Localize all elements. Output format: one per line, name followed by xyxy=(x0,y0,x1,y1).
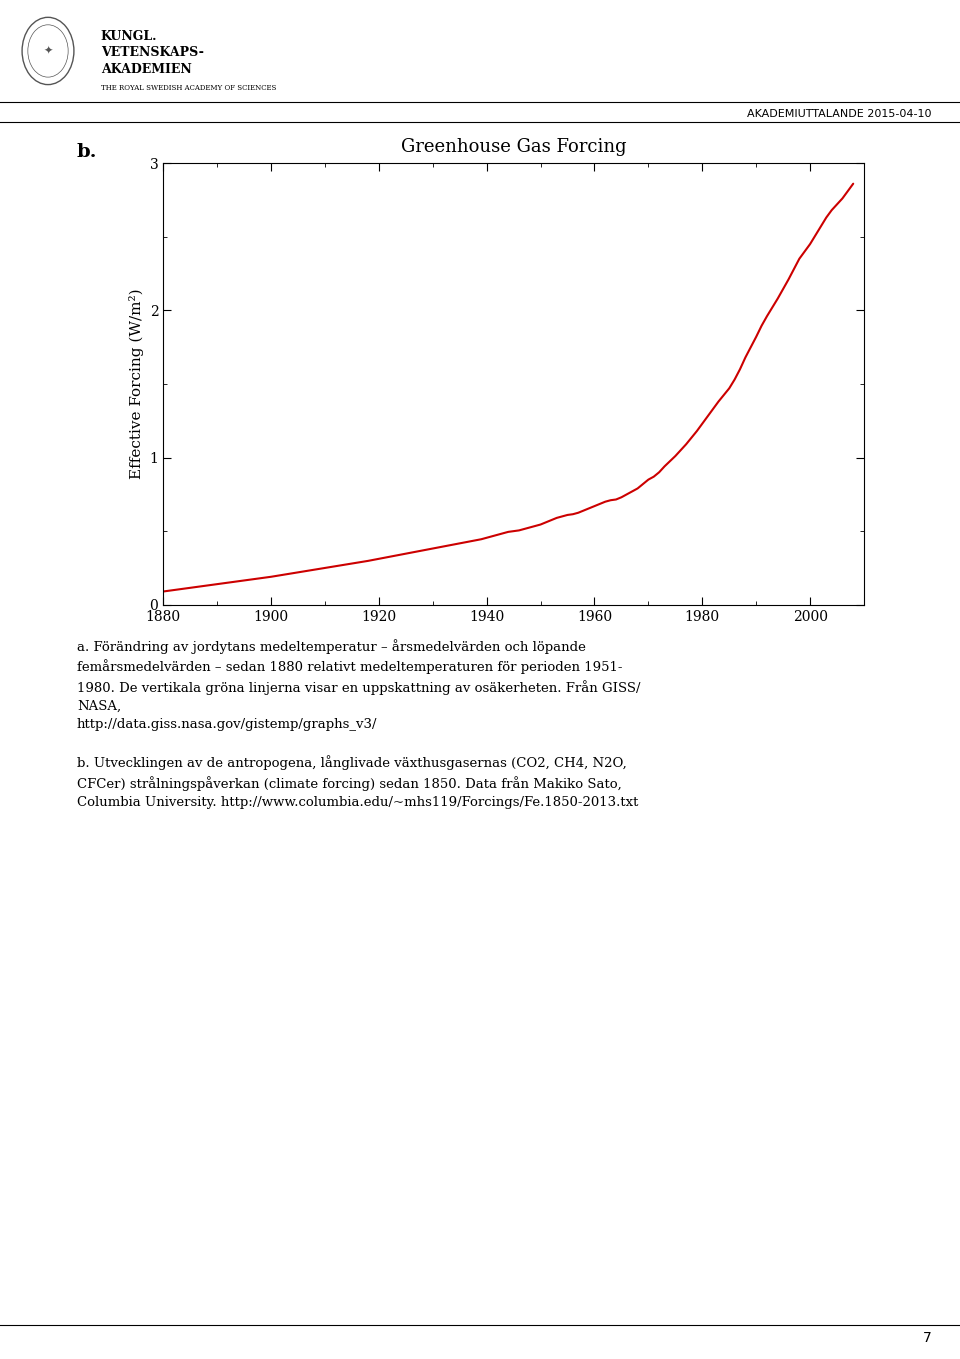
Text: THE ROYAL SWEDISH ACADEMY OF SCIENCES: THE ROYAL SWEDISH ACADEMY OF SCIENCES xyxy=(101,84,276,92)
Text: VETENSKAPS-: VETENSKAPS- xyxy=(101,46,204,60)
Text: b.: b. xyxy=(77,143,97,160)
Text: KUNGL.: KUNGL. xyxy=(101,30,157,43)
Text: AKADEMIEN: AKADEMIEN xyxy=(101,63,192,76)
Text: a. Förändring av jordytans medeltemperatur – årsmedelvärden och löpande
femårsme: a. Förändring av jordytans medeltemperat… xyxy=(77,639,640,809)
Text: ✦: ✦ xyxy=(43,46,53,56)
Title: Greenhouse Gas Forcing: Greenhouse Gas Forcing xyxy=(400,139,627,156)
Y-axis label: Effective Forcing (W/m²): Effective Forcing (W/m²) xyxy=(129,288,144,480)
Text: 7: 7 xyxy=(923,1332,931,1345)
Text: AKADEMIUTTALANDE 2015-04-10: AKADEMIUTTALANDE 2015-04-10 xyxy=(747,109,931,118)
